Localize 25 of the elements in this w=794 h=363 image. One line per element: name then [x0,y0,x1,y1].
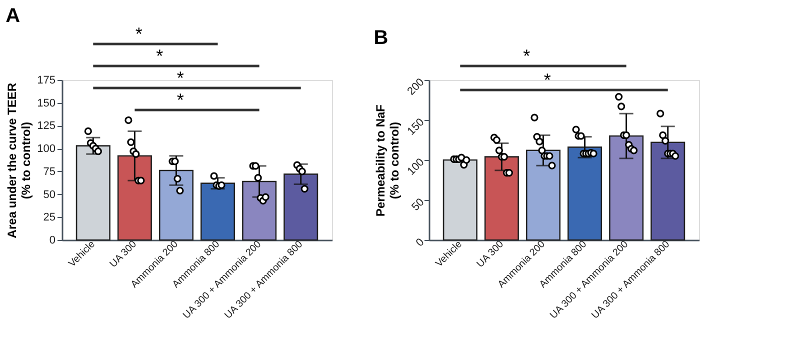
y-tick-label: 125 [37,120,56,132]
text: * [523,46,530,66]
chart-title: B [374,27,388,49]
y-axis-title: Area under the curve TEER (% to control) [5,82,34,238]
x-tick-label: UA 300 [108,238,140,270]
y-tick-label: 75 [43,166,56,178]
annotation: * [176,68,184,88]
annotation: * [544,70,551,90]
x-tick-label: UA 300 [474,238,506,270]
y-tick-label: 100 [405,156,427,178]
y-tick-label: 175 [37,74,56,86]
y-tick-label: 50 [410,196,427,214]
y-tick-label: 150 [405,116,427,138]
y-tick-label: 200 [405,76,427,98]
y-tick-label: 100 [37,143,56,156]
y-tick-label: 0 [414,236,427,250]
y-tick-label: 50 [43,188,56,201]
annotation: * [176,90,184,110]
y-tick-label: 150 [37,97,56,110]
chart-title: A [6,5,20,27]
text: * [156,46,164,66]
y-axis-title: Permeability to NaF (% to control) [373,104,402,217]
text: * [135,24,142,44]
y-tick-label: 25 [43,212,56,224]
y-tick-label: 0 [49,234,56,246]
